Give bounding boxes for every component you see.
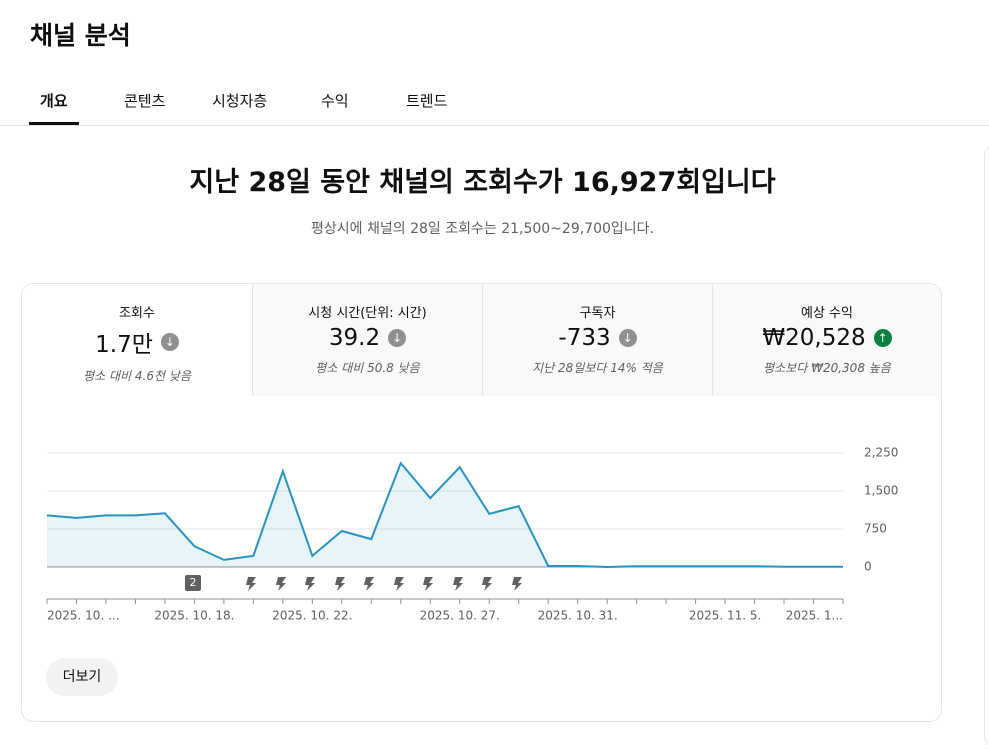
metric-tab[interactable]: 시청 시간(단위: 시간) 39.2 ↓ 평소 대비 50.8 낮음: [252, 284, 482, 396]
down-icon: ↓: [160, 333, 179, 351]
metric-label: 예상 수익: [801, 306, 853, 321]
y-tick-label: 0: [864, 560, 872, 574]
down-icon: ↓: [618, 329, 637, 347]
metric-label: 시청 시간(단위: 시간): [308, 306, 427, 321]
metric-value: -733: [558, 325, 611, 351]
tab[interactable]: 개요: [40, 92, 68, 110]
metric-note: 평소 대비 50.8 낮음: [315, 361, 420, 375]
x-tick-label: 2025. 10. 22.: [272, 609, 352, 623]
metric-value: 1.7만: [95, 332, 153, 358]
more-button[interactable]: 더보기: [46, 658, 118, 696]
x-tick-label: 2025. 10. 27.: [420, 609, 500, 623]
down-icon: ↓: [388, 329, 407, 347]
up-icon: ↑: [873, 329, 892, 347]
marker-box: [185, 575, 201, 591]
y-tick-label: 750: [864, 522, 887, 536]
subheadline: 평상시에 채널의 28일 조회수는 21,500~29,700입니다.: [311, 221, 654, 237]
metric-note: 평소 대비 4.6천 낮음: [83, 369, 191, 383]
tab[interactable]: 트렌드: [406, 92, 448, 110]
tab[interactable]: 콘텐츠: [124, 92, 166, 110]
x-tick-label: 2025. 1...: [786, 609, 843, 623]
x-tick-label: 2025. 10. ...: [47, 609, 120, 623]
metric-tab[interactable]: 구독자 -733 ↓ 지난 28일보다 14% 적음: [482, 284, 712, 396]
tab[interactable]: 시청자층: [212, 92, 268, 110]
line: [46, 461, 843, 569]
metric-label: 조회수: [119, 306, 155, 321]
metric-note: 지난 28일보다 14% 적음: [532, 361, 663, 375]
marker-label: 2: [190, 576, 197, 589]
page-title: 채널 분석: [30, 21, 131, 50]
divider: [0, 125, 989, 126]
x-tick-label: 2025. 10. 18.: [154, 609, 234, 623]
y-tick-label: 1,500: [864, 484, 898, 498]
metric-label: 구독자: [579, 306, 616, 321]
headline: 지난 28일 동안 채널의 조회수가 16,927회입니다: [189, 167, 776, 198]
x-tick-label: 2025. 10. 31.: [538, 609, 618, 623]
card: 조회수 1.7만 ↓ 평소 대비 4.6천 낮음 시청 시간(단위: 시간) 39…: [21, 283, 942, 722]
tab-indicator: [29, 122, 79, 125]
metric-value: ₩20,528: [762, 325, 866, 351]
metric-tab[interactable]: 조회수 1.7만 ↓ 평소 대비 4.6천 낮음: [22, 284, 252, 396]
metric-tab[interactable]: 예상 수익 ₩20,528 ↑ 평소보다 ₩20,308 높음: [712, 284, 941, 396]
area: [47, 463, 843, 567]
shorts-icons: [246, 577, 522, 591]
x-tick-label: 2025. 11. 5.: [689, 609, 762, 623]
metric-note: 평소보다 ₩20,308 높음: [763, 361, 891, 375]
tab[interactable]: 수익: [321, 92, 349, 110]
y-tick-label: 2,250: [864, 446, 898, 460]
metric-value: 39.2: [328, 325, 381, 351]
